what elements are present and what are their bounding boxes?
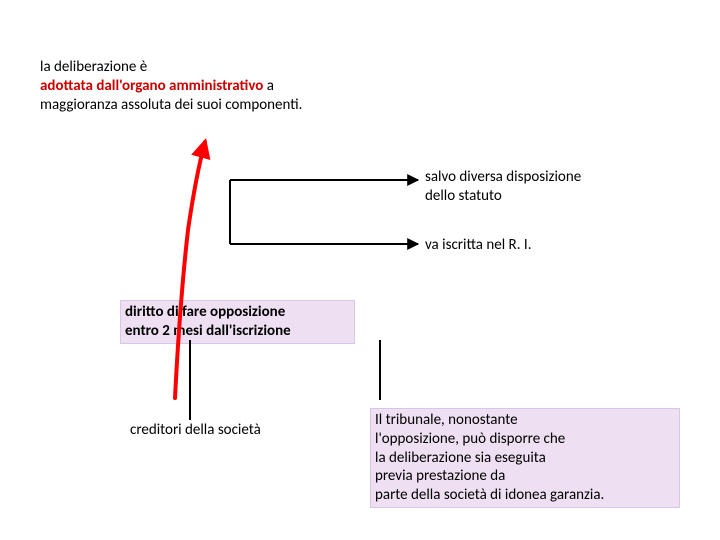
tribunale-line3: la deliberazione sia eseguita xyxy=(375,449,675,468)
heading-line1: la deliberazione è xyxy=(40,58,302,77)
tribunale-line5: parte della società di idonea garanzia. xyxy=(375,486,675,505)
ri-block: va iscritta nel R. I. xyxy=(425,236,532,255)
creditori-line1: creditori della società xyxy=(130,421,261,440)
opposizione-line1: diritto di fare opposizione xyxy=(125,303,350,322)
heading-line3: maggioranza assoluta dei suoi componenti… xyxy=(40,96,302,115)
tribunale-line4: previa prestazione da xyxy=(375,467,675,486)
heading-block: la deliberazione è adottata dall'organo … xyxy=(40,58,302,114)
tribunale-box: Il tribunale, nonostante l'opposizione, … xyxy=(370,408,680,508)
red-arrow xyxy=(175,142,205,398)
heading-line2: adottata dall'organo amministrativo a xyxy=(40,77,302,96)
tribunale-line2: l'opposizione, può disporre che xyxy=(375,430,675,449)
heading-line2-tail: a xyxy=(263,77,274,95)
ri-line1: va iscritta nel R. I. xyxy=(425,236,532,255)
creditori-block: creditori della società xyxy=(130,421,261,440)
statuto-block: salvo diversa disposizione dello statuto xyxy=(425,168,581,206)
opposizione-box: diritto di fare opposizione entro 2 mesi… xyxy=(120,300,355,344)
opposizione-line2: entro 2 mesi dall'iscrizione xyxy=(125,322,350,341)
heading-emph: adottata dall'organo amministrativo xyxy=(40,77,263,95)
tribunale-line1: Il tribunale, nonostante xyxy=(375,411,675,430)
statuto-line1: salvo diversa disposizione xyxy=(425,168,581,187)
diagram-stage: { "canvas": { "width": 720, "height": 54… xyxy=(0,0,720,540)
statuto-line2: dello statuto xyxy=(425,187,581,206)
